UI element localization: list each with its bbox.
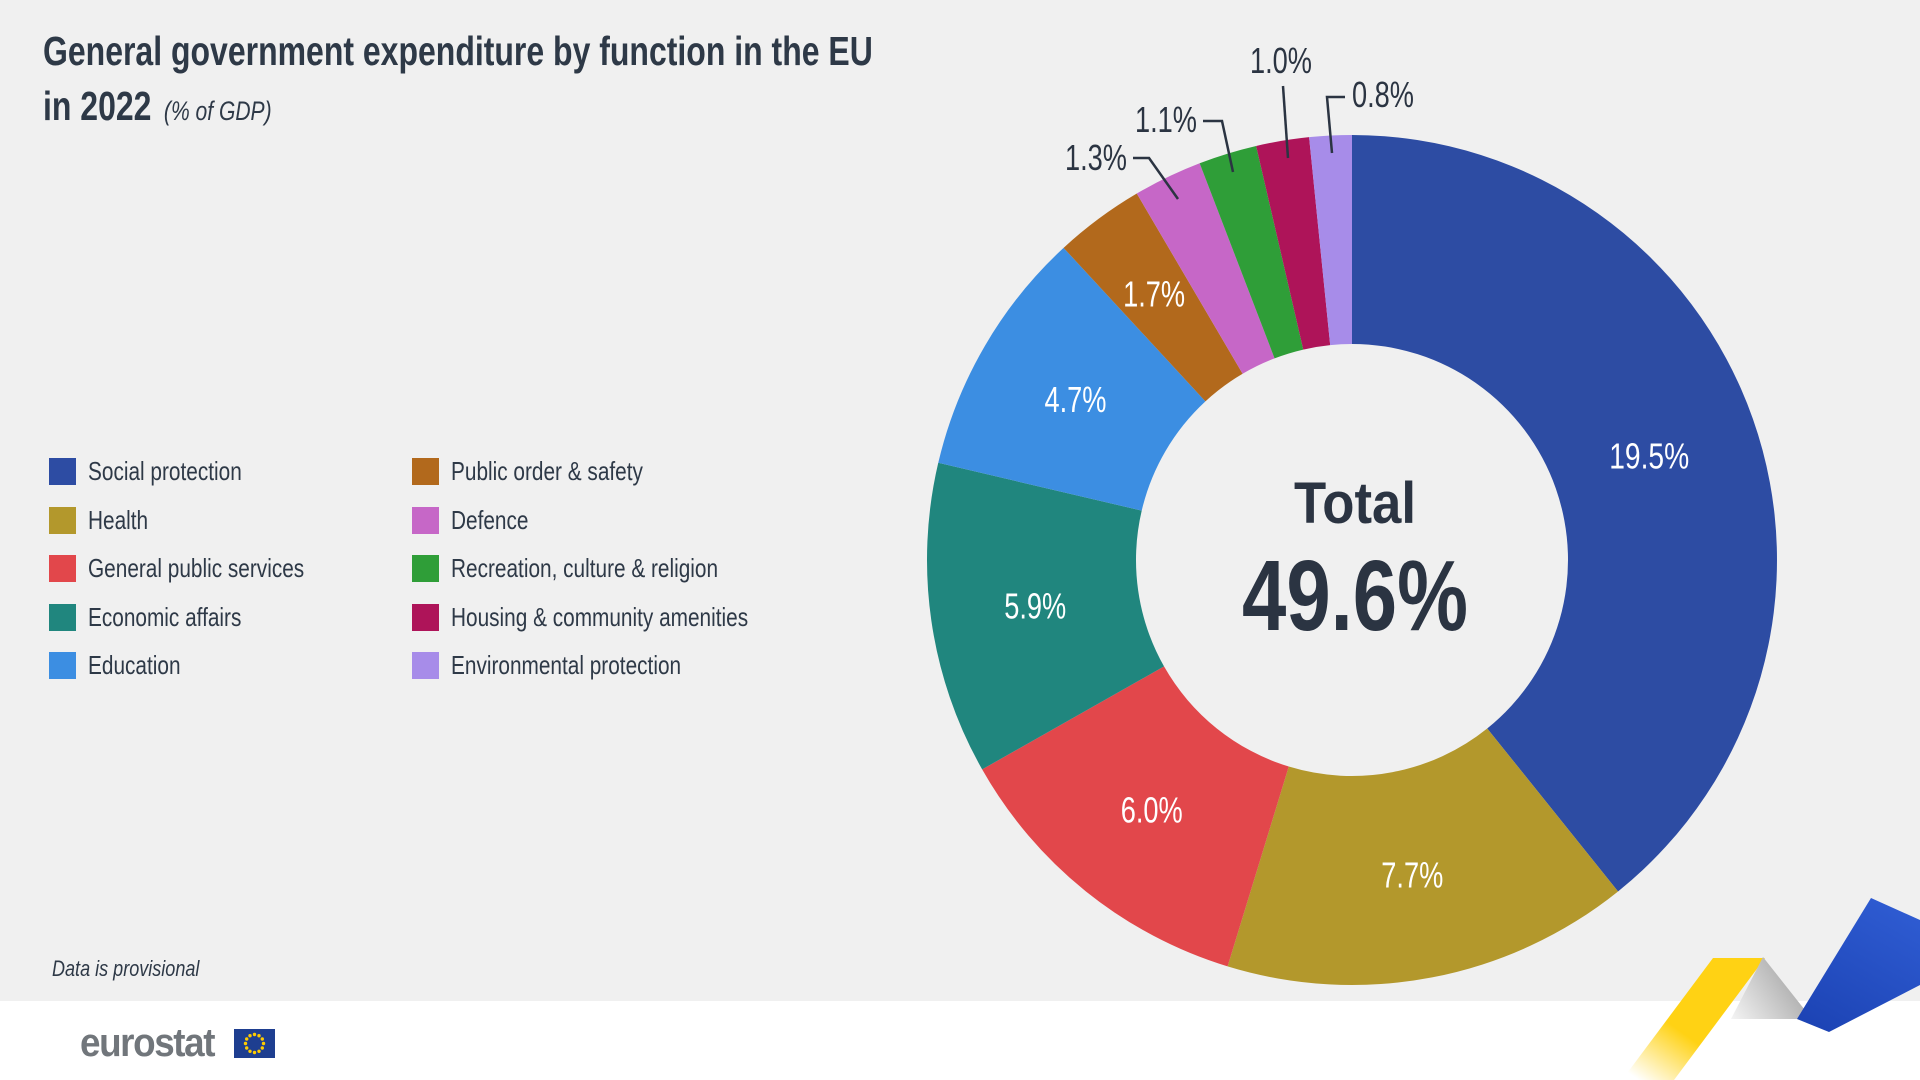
ribbon-blue-stripe (1797, 898, 1920, 1032)
eurostat-logo: eurostat (80, 1021, 275, 1066)
eu-flag-star (244, 1037, 249, 1041)
eu-flag-star (257, 1049, 261, 1053)
ribbon-yellow-stripe (1622, 958, 1765, 1080)
legend-item-public-order-safety: Public order & safety (412, 456, 822, 486)
callout-leader-housing-community-amenities (1281, 85, 1290, 159)
legend-item-general-public-services: General public services (49, 553, 358, 583)
callout-label-environmental-protection: 0.8% (1352, 74, 1414, 115)
pie-slice-health (1227, 728, 1619, 985)
pie-slice-defence (1136, 163, 1275, 374)
legend-item-environmental-protection: Environmental protection (412, 650, 822, 680)
callout-label-defence: 1.3% (1065, 137, 1127, 178)
pie-slice-social-protection (1352, 135, 1777, 892)
legend-item-economic-affairs: Economic affairs (49, 601, 358, 632)
eu-flag-star (257, 1034, 261, 1038)
eurostat-wordmark: eurostat (80, 1021, 216, 1065)
center-total-value: 49.6% (1242, 540, 1468, 652)
eu-flag-star (248, 1049, 252, 1053)
callout-leader-defence (1133, 156, 1180, 200)
eu-flag-star (248, 1034, 252, 1038)
center-total-label: Total (1294, 471, 1416, 536)
footer-bar: eurostat (0, 1001, 1920, 1080)
callout-label-recreation-culture-religion: 1.1% (1135, 99, 1197, 140)
legend-column-1: Social protection Health General public se… (49, 456, 358, 701)
legend-label: Environmental protection (451, 650, 682, 680)
legend-column-2: Public order & safety Defence Recreation, … (412, 456, 822, 701)
legend-item-education: Education (49, 650, 358, 680)
ribbon-gray-fold (1731, 957, 1812, 1019)
legend-swatch-housing-community-amenities (412, 603, 439, 631)
legend-swatch-health (49, 506, 76, 534)
legend-swatch-defence (412, 506, 439, 534)
footnote: Data is provisional (52, 956, 200, 981)
pie-slice-housing-community-amenities (1256, 137, 1331, 350)
slice-value-label-social-protection: 19.5% (1609, 436, 1689, 477)
pie-slice-education (938, 247, 1206, 511)
legend-item-housing-community-amenities: Housing & community amenities (412, 601, 822, 632)
legend-swatch-education (49, 652, 76, 679)
legend-label: Public order & safety (451, 456, 643, 486)
legend-swatch-economic-affairs (49, 603, 76, 631)
eu-flag-star (260, 1037, 264, 1041)
legend-swatch-social-protection (49, 458, 76, 485)
legend-item-social-protection: Social protection (49, 456, 358, 486)
eu-flag-star (261, 1041, 266, 1046)
callout-leader-recreation-culture-religion (1203, 119, 1235, 173)
slice-value-label-general-public-services: 6.0% (1121, 790, 1183, 831)
slice-value-label-economic-affairs: 5.9% (1004, 585, 1066, 626)
pie-slice-general-public-services (982, 666, 1289, 967)
legend-item-health: Health (49, 504, 358, 535)
page-title-line1: General government expenditure by functi… (43, 28, 873, 74)
callout-label-housing-community-amenities: 1.0% (1250, 40, 1312, 81)
eu-flag-icon (233, 1029, 275, 1058)
slice-value-label-public-order-safety: 1.7% (1123, 273, 1185, 314)
legend-item-recreation-culture-religion: Recreation, culture & religion (412, 553, 822, 583)
pie-slice-recreation-culture-religion (1199, 145, 1304, 359)
legend-item-defence: Defence (412, 504, 822, 535)
legend-label: Economic affairs (88, 601, 242, 632)
legend-swatch-recreation-culture-religion (412, 555, 439, 582)
eu-flag-star (252, 1050, 257, 1055)
pie-slice-environmental-protection (1309, 135, 1352, 346)
eu-flag-star (243, 1041, 248, 1046)
legend-label: General public services (88, 553, 305, 583)
legend-swatch-general-public-services (49, 555, 76, 582)
page-title-line2: in 2022 (43, 83, 152, 129)
legend-label: Housing & community amenities (451, 601, 749, 632)
eu-flag-star (252, 1032, 257, 1037)
slice-value-label-education: 4.7% (1045, 379, 1107, 420)
title-block: General government expenditure by functi… (43, 24, 873, 134)
legend-swatch-public-order-safety (412, 458, 439, 485)
pie-slice-public-order-safety (1063, 193, 1243, 402)
callout-leader-environmental-protection (1325, 95, 1345, 154)
slice-value-label-health: 7.7% (1381, 854, 1443, 895)
legend-swatch-environmental-protection (412, 652, 439, 679)
legend-label: Health (88, 504, 149, 535)
legend-label: Social protection (88, 456, 242, 486)
eu-flag-star (260, 1046, 264, 1050)
unit-note: (% of GDP) (163, 96, 272, 126)
legend-label: Education (88, 650, 181, 680)
eu-flag-star (244, 1046, 249, 1050)
legend-label: Recreation, culture & religion (451, 553, 719, 583)
pie-slice-economic-affairs (926, 462, 1165, 770)
legend-label: Defence (451, 504, 529, 535)
